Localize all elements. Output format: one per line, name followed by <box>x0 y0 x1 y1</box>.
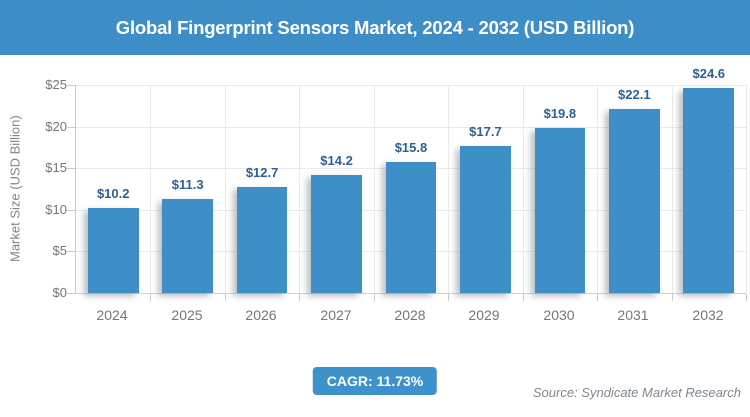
x-axis-tick <box>597 294 599 301</box>
chart-column: $10.2 <box>76 85 152 301</box>
bar-value-label: $15.8 <box>394 140 428 155</box>
bar-2026 <box>236 187 288 293</box>
source-attribution: Source: Syndicate Market Research <box>532 385 741 400</box>
gridline-horizontal <box>76 127 746 128</box>
x-axis-labels: 2024 2025 2026 2027 2028 2029 2030 2031 2032 <box>75 307 745 327</box>
bar-value-label: $14.2 <box>320 153 353 168</box>
chart-column: $17.7 <box>448 85 524 301</box>
chart-column: $11.3 <box>150 85 226 301</box>
bar-value-label: $19.8 <box>543 106 577 121</box>
chart-column: $14.2 <box>299 85 375 301</box>
x-axis-tick <box>745 294 747 301</box>
x-axis-label: 2031 <box>617 307 649 323</box>
bar-2025 <box>162 199 213 293</box>
x-axis-tick <box>299 294 301 301</box>
bar-value-label: $11.3 <box>171 177 204 192</box>
plot-area: $10.2 $11.3 $12.7 $14.2 $15.8 $17.7 $19.8 $22.1… <box>67 66 747 301</box>
y-axis-tick <box>67 293 75 294</box>
bar-value-label: $17.7 <box>469 124 502 139</box>
y-axis-tick-label: $15 <box>45 160 67 175</box>
x-axis-label: 2026 <box>245 307 277 323</box>
x-axis-tick <box>224 294 226 301</box>
x-axis-label: 2027 <box>320 307 352 323</box>
x-axis-tick <box>522 294 524 301</box>
x-axis-label: 2024 <box>96 307 128 323</box>
bar-2031 <box>609 109 660 293</box>
y-axis-tick-label: $0 <box>52 285 67 300</box>
x-axis-tick <box>373 294 375 301</box>
bar-2027 <box>311 175 362 293</box>
y-axis-tick-label: $5 <box>52 243 67 258</box>
cagr-badge: CAGR: 11.73% <box>312 367 438 395</box>
chart-title: Global Fingerprint Sensors Market, 2024 … <box>115 16 635 38</box>
x-axis-label: 2029 <box>468 307 500 323</box>
x-axis-tick <box>671 294 673 301</box>
bar-2030 <box>534 128 586 293</box>
y-axis-tick-labels: $0 $5 $10 $15 $20 $25 <box>0 77 67 300</box>
x-axis-tick <box>448 294 450 301</box>
y-axis-tick <box>67 85 75 86</box>
y-axis-tick <box>67 168 75 169</box>
chart-column: $24.6 <box>672 66 747 301</box>
y-axis-tick-label: $25 <box>45 77 67 92</box>
cagr-badge-label: CAGR: 11.73% <box>326 373 424 389</box>
x-axis-label: 2025 <box>171 307 203 323</box>
bar-2024 <box>87 208 139 293</box>
chart-column: $15.8 <box>374 85 450 301</box>
x-axis-label: 2032 <box>692 307 724 323</box>
x-axis-tick <box>150 294 152 301</box>
x-axis-label: 2028 <box>394 307 426 323</box>
bar-2032 <box>683 88 735 293</box>
y-axis-tick <box>67 127 75 128</box>
bar-value-label: $24.6 <box>692 66 726 81</box>
chart-column: $19.8 <box>523 85 599 301</box>
bar-value-label: $12.7 <box>245 165 279 180</box>
y-axis-tick <box>67 251 75 252</box>
y-axis-tick <box>67 210 75 211</box>
y-axis-tick-label: $10 <box>45 202 67 217</box>
bar-2028 <box>385 162 437 293</box>
y-axis-tick-label: $20 <box>45 119 67 134</box>
bar-value-label: $10.2 <box>96 186 130 201</box>
chart-title-banner: Global Fingerprint Sensors Market, 2024 … <box>0 0 750 55</box>
x-axis-label: 2030 <box>543 307 575 323</box>
gridline-horizontal <box>76 85 746 86</box>
chart-column: $22.1 <box>597 85 673 301</box>
bar-2029 <box>460 146 511 293</box>
bar-value-label: $22.1 <box>618 87 651 102</box>
chart-column: $12.7 <box>225 85 301 301</box>
